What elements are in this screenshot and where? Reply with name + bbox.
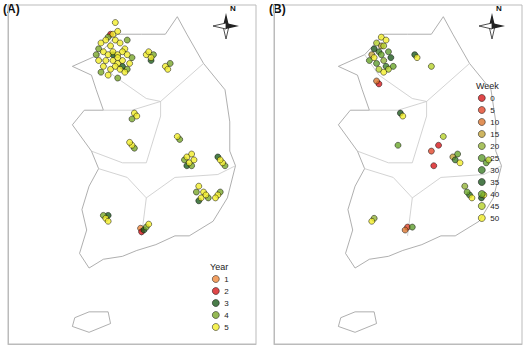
svg-text:5: 5 [490,106,495,115]
svg-text:10: 10 [490,118,499,127]
svg-text:5: 5 [224,323,229,332]
svg-text:30: 30 [490,166,499,175]
svg-text:Week: Week [476,80,499,91]
svg-text:45: 45 [490,202,499,211]
svg-text:35: 35 [490,178,499,187]
svg-text:40: 40 [490,190,499,199]
svg-text:2: 2 [224,287,229,296]
svg-text:50: 50 [490,214,499,223]
svg-text:N: N [496,4,502,13]
svg-text:25: 25 [490,154,499,163]
svg-text:(B): (B) [269,2,286,16]
svg-text:N: N [230,4,236,13]
svg-text:Year: Year [210,262,228,272]
svg-text:20: 20 [490,142,499,151]
svg-text:(A): (A) [3,2,20,16]
svg-text:1: 1 [224,275,229,284]
svg-text:4: 4 [224,311,229,320]
svg-text:15: 15 [490,130,499,139]
svg-text:0: 0 [490,94,495,103]
svg-text:3: 3 [224,299,229,308]
